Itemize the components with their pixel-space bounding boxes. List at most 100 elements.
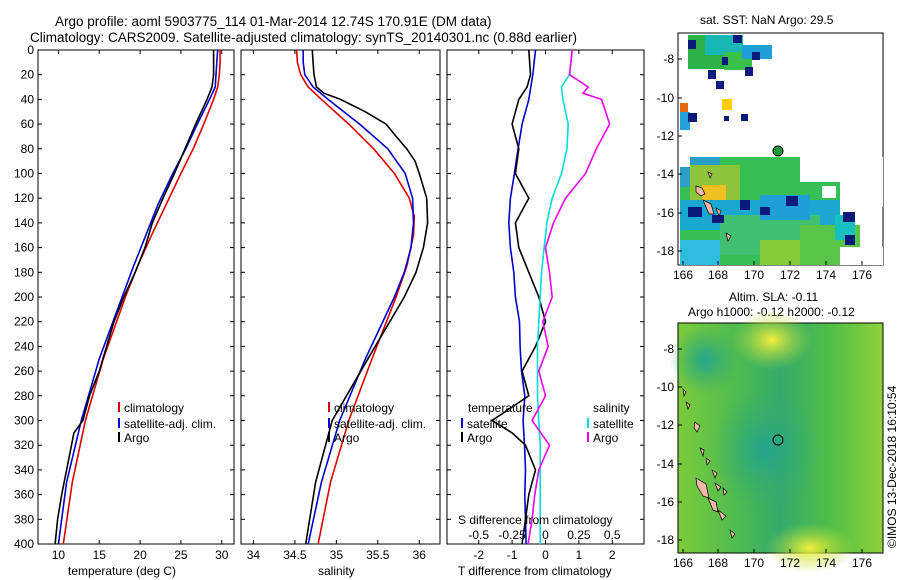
- altim-map-field: [670, 310, 855, 573]
- map-y-tick-label: -8: [663, 52, 674, 66]
- t-difference-xlabel: T difference from climatology: [458, 564, 612, 578]
- depth-tick-label: 300: [14, 414, 34, 428]
- legend-s-satellite: satellite: [593, 417, 634, 431]
- x-tick-label: 35.5: [366, 548, 390, 562]
- difference-legend: temperature satellite Argo salinity sate…: [461, 401, 634, 445]
- figure-title-line1: Argo profile: aoml 5903775_114 01-Mar-20…: [55, 14, 492, 29]
- depth-axis: 0 20 40 60 80 100 120 140 160 180 200 220 240 260 280 3…: [14, 43, 34, 551]
- x-tick-label: 15: [93, 548, 107, 562]
- map-x-tick-label: 174: [816, 556, 836, 570]
- temperature-xlabel: temperature (deg C): [68, 564, 176, 578]
- s-tick-label: 0.5: [604, 528, 621, 542]
- sst-map-argo-marker: [772, 145, 784, 157]
- depth-tick-label: 260: [14, 364, 34, 378]
- figure-title-line2: Climatology: CARS2009. Satellite-adjuste…: [30, 30, 577, 45]
- map-x-tick-label: 172: [780, 556, 800, 570]
- depth-tick-label: 160: [14, 241, 34, 255]
- altim-map-argo-marker: [772, 434, 784, 446]
- s-difference-xlabel: S difference from climatology: [458, 513, 613, 527]
- series-t-argo: [490, 50, 547, 544]
- depth-tick-label: 180: [14, 265, 34, 279]
- depth-tick-label: 100: [14, 167, 34, 181]
- map-x-tick-label: 176: [852, 556, 872, 570]
- map-y-tick-label: -14: [657, 457, 675, 471]
- x-tick-label: -1: [507, 548, 518, 562]
- map-y-tick-label: -18: [657, 244, 675, 258]
- depth-tick-label: 0: [27, 43, 34, 57]
- altim-map-axes: 166 168 170 172 174 176 -8 -10 -12 -14 -16 -18: [657, 342, 873, 570]
- s-tick-label: -0.25: [498, 528, 526, 542]
- map-y-tick-label: -10: [657, 91, 675, 105]
- map-x-tick-label: 166: [673, 556, 693, 570]
- series-argo: [304, 50, 429, 544]
- depth-tick-label: 40: [21, 92, 35, 106]
- depth-tick-label: 60: [21, 117, 35, 131]
- depth-tick-label: 320: [14, 438, 34, 452]
- s-tick-label: -0.5: [468, 528, 489, 542]
- map-y-tick-label: -12: [657, 418, 675, 432]
- temperature-plot-frame: [37, 49, 235, 545]
- map-x-tick-label: 168: [708, 556, 728, 570]
- depth-tick-label: 280: [14, 389, 34, 403]
- series-satellite-adj-clim-: [57, 50, 219, 544]
- map-x-tick-label: 174: [816, 268, 836, 282]
- depth-tick-label: 140: [14, 216, 34, 230]
- credit-text: ©IMOS 13-Dec-2018 16:10:54: [885, 385, 899, 548]
- x-tick-label: 1: [576, 548, 583, 562]
- legend-t-satellite: satellite: [467, 417, 508, 431]
- series-argo: [54, 50, 215, 544]
- depth-tick-label: 120: [14, 191, 34, 205]
- difference-series: [490, 50, 611, 544]
- map-x-tick-label: 170: [744, 556, 764, 570]
- series-t-satellite: [507, 50, 537, 544]
- depth-tick-label: 240: [14, 339, 34, 353]
- map-y-tick-label: -14: [657, 167, 675, 181]
- x-tick-label: 0: [542, 548, 549, 562]
- depth-tick-label: 20: [21, 68, 35, 82]
- legend-argo: Argo: [124, 431, 150, 445]
- map-x-tick-label: 170: [744, 268, 764, 282]
- axis-ticks: 10 15 20 25 30 34 34.5 35 35.5 36 -2 -1 0 1 2 -0.5 -0.25…: [38, 49, 644, 562]
- legend-satellite: satellite-adj. clim.: [124, 417, 216, 431]
- depth-tick-label: 400: [14, 537, 34, 551]
- map-x-tick-label: 172: [780, 268, 800, 282]
- x-tick-label: 36: [413, 548, 427, 562]
- map-y-tick-label: -16: [657, 495, 675, 509]
- temperature-legend: climatology satellite-adj. clim. Argo: [118, 401, 216, 445]
- map-y-tick-label: -12: [657, 129, 675, 143]
- x-tick-label: 35: [330, 548, 344, 562]
- depth-tick-label: 220: [14, 315, 34, 329]
- series-s-argo: [527, 50, 611, 544]
- depth-tick-label: 380: [14, 512, 34, 526]
- salinity-xlabel: salinity: [318, 564, 355, 578]
- series-s-satellite: [536, 50, 573, 544]
- sst-map-title: sat. SST: NaN Argo: 29.5: [700, 13, 834, 27]
- legend-s-argo: Argo: [593, 431, 619, 445]
- x-tick-label: 34.5: [283, 548, 307, 562]
- depth-tick-label: 200: [14, 290, 34, 304]
- difference-plot-frame: [446, 49, 645, 545]
- series-climatology: [62, 50, 221, 544]
- sst-map-pixels: [680, 35, 883, 265]
- x-tick-label: 25: [174, 548, 188, 562]
- map-x-tick-label: 168: [708, 268, 728, 282]
- map-y-tick-label: -10: [657, 380, 675, 394]
- salinity-legend: climatology satellite-adj. clim. Argo: [328, 401, 426, 445]
- x-tick-label: 20: [133, 548, 147, 562]
- series-climatology: [295, 50, 416, 544]
- map-y-tick-label: -16: [657, 206, 675, 220]
- s-tick-label: 0: [542, 528, 549, 542]
- altim-map-title1: Altim. SLA: -0.11: [729, 290, 818, 304]
- x-tick-label: 2: [609, 548, 616, 562]
- legend-salinity-title: salinity: [593, 401, 630, 415]
- legend-climatology: climatology: [334, 401, 394, 415]
- legend-satellite: satellite-adj. clim.: [334, 417, 426, 431]
- depth-tick-label: 360: [14, 488, 34, 502]
- map-y-tick-label: -8: [663, 342, 674, 356]
- depth-tick-label: 340: [14, 463, 34, 477]
- salinity-series: [295, 50, 429, 544]
- salinity-plot-frame: [240, 49, 441, 545]
- x-tick-label: 10: [52, 548, 66, 562]
- x-tick-label: 30: [215, 548, 229, 562]
- map-x-tick-label: 176: [852, 268, 872, 282]
